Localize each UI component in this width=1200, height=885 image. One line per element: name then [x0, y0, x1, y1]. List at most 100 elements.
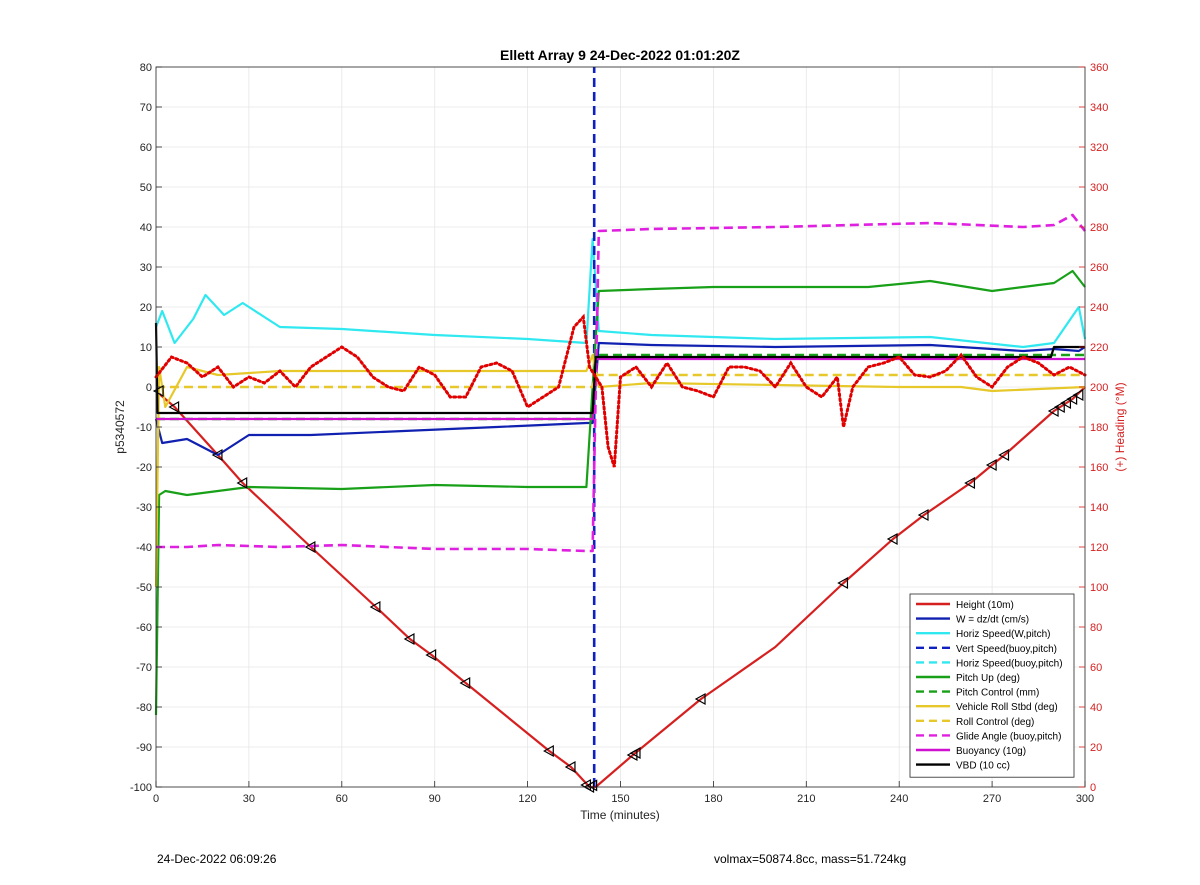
y-right-tick-label: 20: [1090, 742, 1102, 754]
height-marker: [985, 458, 997, 472]
y-left-tick-label: 80: [140, 62, 152, 74]
y-left-tick-label: -60: [136, 622, 152, 634]
height-marker: [1066, 392, 1078, 406]
x-tick-label: 30: [243, 793, 255, 805]
y-right-tick-label: 100: [1090, 582, 1108, 594]
legend-label: W = dz/dt (cm/s): [956, 615, 1029, 626]
y-right-tick-label: 220: [1090, 342, 1108, 354]
height-marker: [586, 779, 598, 792]
footer-timestamp: 24-Dec-2022 06:09:26: [157, 852, 277, 866]
y-left-tick-label: -90: [136, 742, 152, 754]
x-tick-label: 90: [429, 793, 441, 805]
height-marker: [964, 476, 976, 490]
height-marker: [211, 448, 223, 462]
height-marker: [369, 600, 381, 614]
legend-label: Horiz Speed(buoy,pitch): [956, 658, 1063, 669]
legend-label: Glide Angle (buoy,pitch): [956, 731, 1061, 742]
height-marker: [917, 508, 929, 522]
y-left-tick-label: -70: [136, 662, 152, 674]
footer-mass-info: volmax=50874.8cc, mass=51.724kg: [714, 852, 907, 866]
legend-label: VBD (10 cc): [956, 761, 1010, 772]
x-tick-label: 270: [983, 793, 1001, 805]
height-marker: [1053, 400, 1065, 414]
y-left-tick-label: 30: [140, 262, 152, 274]
y-right-tick-label: 260: [1090, 262, 1108, 274]
x-tick-label: 300: [1076, 793, 1094, 805]
x-tick-label: 120: [518, 793, 536, 805]
height-marker: [425, 648, 437, 662]
legend: Height (10m) W = dz/dt (cm/s) Horiz Speed(…: [909, 593, 1075, 778]
height-marker: [1060, 396, 1072, 410]
height-marker: [694, 692, 706, 706]
legend-label: Roll Control (deg): [956, 717, 1034, 728]
height-markers: [152, 384, 1084, 794]
y-right-tick-label: 200: [1090, 382, 1108, 394]
y-right-tick-label: 120: [1090, 542, 1108, 554]
y-right-tick-label: 300: [1090, 182, 1108, 194]
y-axis-label-right: (+) Heading (°M): [1113, 382, 1127, 471]
y-left-tick-label: 20: [140, 302, 152, 314]
height-marker: [886, 532, 898, 546]
series-horiz-speed-w-pitch: [154, 237, 1087, 349]
x-axis-label: Time (minutes): [580, 808, 660, 822]
height-marker: [1047, 404, 1059, 418]
series-vbd-10-cc: [154, 322, 1085, 415]
x-tick-label: 0: [153, 793, 159, 805]
series-vehicle-roll-stbd-deg: [154, 353, 1086, 588]
y-left-tick-label: -100: [130, 782, 152, 794]
y-right-tick-label: 180: [1090, 422, 1108, 434]
legend-box: [909, 593, 1075, 778]
y-left-tick-label: 10: [140, 342, 152, 354]
y-right-tick-label: 360: [1090, 62, 1108, 74]
legend-label: Horiz Speed(W,pitch): [956, 629, 1050, 640]
height-marker: [236, 476, 248, 490]
y-right-tick-label: 60: [1090, 662, 1102, 674]
legend-label: Height (10m): [956, 600, 1014, 611]
x-tick-label: 210: [797, 793, 815, 805]
y-left-tick-label: -30: [136, 502, 152, 514]
y-left-tick-label: 0: [146, 382, 152, 394]
y-right-tick-label: 240: [1090, 302, 1108, 314]
height-marker: [152, 384, 164, 398]
axes: 0 30 60 90 120 150 180 210 240 270 300-100-90-80-7…: [130, 62, 1108, 805]
legend-label: Pitch Up (deg): [956, 673, 1020, 684]
y-right-tick-label: 340: [1090, 102, 1108, 114]
y-left-tick-label: -80: [136, 702, 152, 714]
height-marker: [837, 576, 849, 590]
series-heading: [154, 313, 1087, 468]
legend-label: Vert Speed(buoy,pitch): [956, 644, 1057, 655]
height-marker: [304, 540, 316, 554]
height-marker: [403, 632, 415, 646]
y-axis-label-left: p5340572: [113, 400, 127, 454]
height-marker: [564, 760, 576, 774]
x-tick-label: 180: [704, 793, 722, 805]
heading-series: [154, 313, 1087, 468]
legend-label: Vehicle Roll Stbd (deg): [956, 702, 1058, 713]
height-marker: [629, 746, 641, 760]
y-right-tick-label: 40: [1090, 702, 1102, 714]
height-marker: [1072, 388, 1084, 402]
legend-label: Pitch Control (mm): [956, 688, 1039, 699]
y-right-tick-label: 320: [1090, 142, 1108, 154]
height-marker: [998, 448, 1010, 462]
y-right-tick-label: 140: [1090, 502, 1108, 514]
chart-title: Ellett Array 9 24-Dec-2022 01:01:20Z: [500, 47, 740, 63]
height-marker: [459, 676, 471, 690]
y-left-tick-label: -10: [136, 422, 152, 434]
y-left-tick-label: -20: [136, 462, 152, 474]
y-right-tick-label: 280: [1090, 222, 1108, 234]
height-marker: [543, 744, 554, 758]
x-tick-label: 60: [336, 793, 348, 805]
y-right-tick-label: 0: [1090, 782, 1096, 794]
legend-label: Buoyancy (10g): [956, 746, 1026, 757]
y-left-tick-label: 40: [140, 222, 152, 234]
series-glide-angle-buoy-pitch: [156, 213, 1087, 553]
x-tick-label: 240: [890, 793, 908, 805]
y-left-tick-label: 70: [140, 102, 152, 114]
y-right-tick-label: 80: [1090, 622, 1102, 634]
x-tick-label: 150: [611, 793, 629, 805]
y-left-tick-label: -40: [136, 542, 152, 554]
y-right-tick-label: 160: [1090, 462, 1108, 474]
y-left-tick-label: 60: [140, 142, 152, 154]
